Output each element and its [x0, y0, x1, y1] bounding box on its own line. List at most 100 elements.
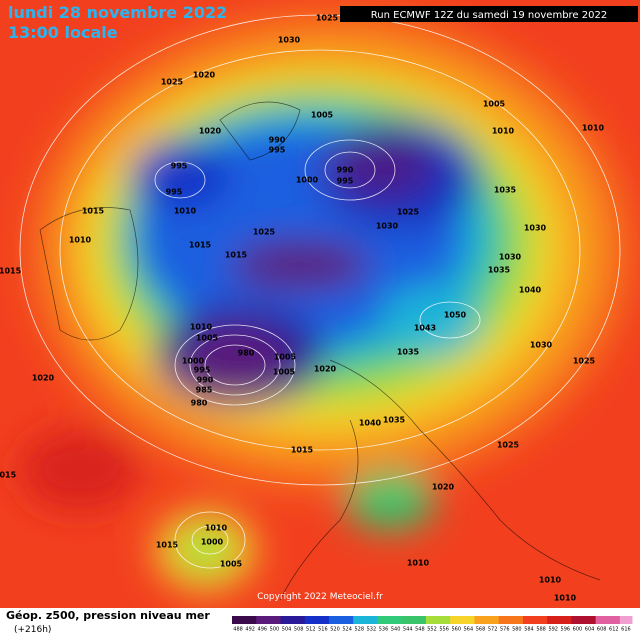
isobar-label: 1035 — [488, 266, 511, 275]
isobar-label: 1010 — [582, 124, 605, 133]
isobar-label: 1025 — [161, 78, 184, 87]
isobar-label: 990 — [269, 136, 286, 145]
scale-swatch — [486, 616, 500, 624]
isobar-label: 1000 — [182, 357, 205, 366]
isobar-label: 1020 — [32, 374, 55, 383]
scale-label: 584 — [524, 627, 534, 633]
isobar-label: 1030 — [530, 341, 553, 350]
isobar-label: 995 — [194, 366, 211, 375]
run-box — [340, 6, 638, 22]
scale-label: 528 — [354, 627, 364, 633]
scale-swatch — [256, 616, 269, 624]
isobar-label: 1010 — [407, 559, 430, 568]
isobar-label: 1020 — [193, 71, 216, 80]
scale-swatch — [316, 616, 330, 624]
isobar-label: 985 — [196, 386, 213, 395]
scale-swatch — [571, 616, 585, 624]
scale-swatch — [619, 616, 633, 624]
scale-swatch — [365, 616, 378, 624]
isobar-label: 1025 — [253, 228, 276, 237]
isobar-label: 1010 — [539, 576, 562, 585]
isobar-label: 1035 — [494, 186, 517, 195]
scale-label: 572 — [488, 627, 498, 633]
date: lundi 28 novembre 2022 — [8, 3, 227, 22]
isobar-label: 995 — [337, 177, 354, 186]
scale-swatch — [328, 616, 342, 624]
isobar-label: 1005 — [196, 334, 219, 343]
scale-label: 508 — [294, 627, 304, 633]
isobar-label: 1010 — [492, 127, 515, 136]
scale-label: 512 — [306, 627, 316, 633]
scale-label: 564 — [464, 627, 474, 633]
scale-label: 556 — [439, 627, 449, 633]
isobar-label: 980 — [238, 349, 255, 358]
isobar-label: 995 — [171, 162, 188, 171]
scale-label: 548 — [415, 627, 425, 633]
scale-swatch — [377, 616, 391, 624]
scale-label: 540 — [391, 627, 401, 633]
footer-title: Géop. z500, pression niveau mer — [6, 609, 210, 622]
isobar-label: 1025 — [497, 441, 520, 450]
scale-swatch — [607, 616, 621, 624]
isobar-label: 1030 — [499, 253, 522, 262]
scale-label: 536 — [379, 627, 389, 633]
scale-label: 504 — [282, 627, 292, 633]
scale-label: 560 — [451, 627, 461, 633]
isobar-label: 1030 — [376, 222, 399, 231]
isobar-label: 1015 — [0, 267, 22, 276]
isobar-label: 1010 — [174, 207, 197, 216]
scale-label: 524 — [342, 627, 352, 633]
isobar-label: 1015 — [189, 241, 212, 250]
scale-swatch — [559, 616, 572, 624]
copyright: Copyright 2022 Meteociel.fr — [257, 592, 383, 602]
scale-swatch — [522, 616, 536, 624]
isobar-label: 1005 — [220, 560, 243, 569]
isobar-label: 1015 — [291, 446, 314, 455]
isobar-label: 1020 — [314, 365, 337, 374]
isobar-label: 1015 — [0, 471, 17, 480]
scale-label: 496 — [258, 627, 268, 633]
scale-swatch — [462, 616, 475, 624]
run-label: Run ECMWF 12Z du samedi 19 novembre 2022 — [371, 10, 607, 21]
isobar-label: 1030 — [524, 224, 547, 233]
scale-swatch — [595, 616, 609, 624]
isobar-label: 1025 — [316, 14, 339, 23]
isobar-label: 1040 — [519, 286, 542, 295]
scale-label: 520 — [330, 627, 340, 633]
scale-label: 580 — [512, 627, 522, 633]
scale-swatch — [547, 616, 560, 624]
isobars — [19, 14, 621, 569]
isobar-label: 990 — [197, 376, 214, 385]
isobar-label: 1005 — [311, 111, 334, 120]
isobar-label: 1005 — [274, 353, 297, 362]
isobar-label: 1025 — [573, 357, 596, 366]
scale-label: 608 — [597, 627, 607, 633]
scale-swatch — [535, 616, 548, 624]
scale-swatch — [268, 616, 281, 624]
scale-swatch — [280, 616, 294, 624]
isobar-label: 1010 — [205, 524, 228, 533]
scale-label: 552 — [427, 627, 437, 633]
isobar-label: 1005 — [273, 368, 296, 377]
scale-label: 616 — [621, 627, 631, 633]
scale-swatch — [401, 616, 415, 624]
isobar-label: 1000 — [201, 538, 224, 547]
isobar-label: 1040 — [359, 419, 382, 428]
isobar-label: 1000 — [296, 176, 319, 185]
scale-label: 604 — [585, 627, 595, 633]
isobar-label: 1035 — [383, 416, 406, 425]
scale-label: 488 — [233, 627, 243, 633]
scale-swatch — [510, 616, 524, 624]
scale-label: 544 — [403, 627, 413, 633]
scale-label: 492 — [245, 627, 255, 633]
isobar-label: 1010 — [554, 594, 577, 603]
scale-label: 500 — [270, 627, 280, 633]
isobar-label: 990 — [337, 166, 354, 175]
scale-swatch — [583, 616, 597, 624]
scale-label: 532 — [367, 627, 377, 633]
geopotential-field — [20, 10, 630, 590]
scale-label: 588 — [536, 627, 546, 633]
isobar-label: 1025 — [397, 208, 420, 217]
isobar-label: 995 — [166, 188, 183, 197]
